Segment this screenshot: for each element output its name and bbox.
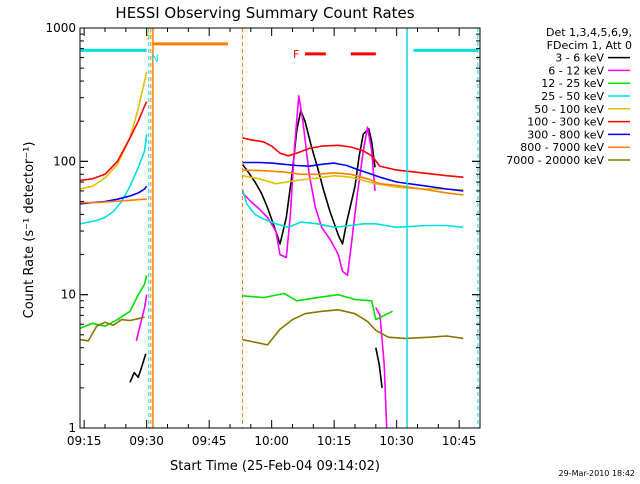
x-tick-label-0: 09:15	[67, 434, 102, 448]
series-line-2-0	[80, 275, 148, 329]
x-tick-label-6: 10:45	[442, 434, 477, 448]
x-tick-label-1: 09:30	[129, 434, 164, 448]
series-line-8-1	[242, 308, 464, 346]
annotation-1: N	[151, 54, 158, 65]
legend-label-2: 12 - 25 keV	[541, 77, 604, 90]
data-layer: F S N	[80, 28, 479, 428]
series-line-1-2	[375, 307, 388, 428]
annotation-0: S	[146, 31, 152, 42]
y-axis-label: Count Rate (s⁻¹ detector⁻¹)	[22, 142, 37, 319]
series-line-8-0	[80, 316, 145, 342]
series-line-6-1	[242, 161, 464, 192]
legend: Det 1,3,4,5,6,9,FDecim 1, Att 03 - 6 keV…	[506, 26, 632, 167]
series-line-3-1	[241, 188, 464, 229]
series-line-7-0	[80, 198, 147, 204]
legend-header-1: FDecim 1, Att 0	[547, 39, 632, 52]
legend-label-5: 100 - 300 keV	[527, 116, 604, 129]
series-line-5-1	[242, 137, 464, 178]
series-line-7-1	[242, 169, 464, 196]
series-line-4-1	[242, 174, 464, 191]
series-line-0-0	[129, 353, 147, 383]
legend-label-7: 800 - 7000 keV	[520, 141, 604, 154]
x-tick-label-5: 10:30	[379, 434, 414, 448]
series-line-3-0	[80, 134, 148, 225]
series-line-5-0	[80, 101, 148, 182]
legend-label-6: 300 - 800 keV	[527, 128, 604, 141]
legend-label-1: 6 - 12 keV	[548, 64, 604, 77]
y-tick-label-3: 1000	[45, 21, 76, 35]
y-tick-label-1: 10	[61, 288, 76, 302]
x-tick-label-2: 09:45	[192, 434, 227, 448]
series-line-0-1	[241, 109, 376, 245]
y-tick-label-0: 1	[68, 421, 76, 435]
x-axis-label: Start Time (25-Feb-04 09:14:02)	[170, 459, 380, 474]
x-tick-label-4: 10:15	[317, 434, 352, 448]
footer-timestamp: 29-Mar-2010 18:42	[559, 469, 636, 478]
legend-label-3: 25 - 50 keV	[541, 90, 604, 103]
legend-label-0: 3 - 6 keV	[555, 52, 604, 65]
series-line-1-1	[241, 95, 376, 277]
legend-label-4: 50 - 100 keV	[534, 103, 604, 116]
plot-area: F S N 1 10 100 1000 09:15 09:30 09:45 10:00 10:15 10…	[45, 21, 481, 448]
y-tick-label-2: 100	[53, 154, 76, 168]
chart-title: HESSI Observing Summary Count Rates	[115, 4, 414, 22]
plot-frame	[79, 27, 481, 429]
series-line-0-2	[375, 347, 383, 388]
legend-header-0: Det 1,3,4,5,6,9,	[546, 26, 632, 39]
flare-label: F	[293, 48, 299, 61]
series-line-1-0	[135, 294, 148, 342]
series-line-2-1	[242, 292, 393, 321]
legend-label-8: 7000 - 20000 keV	[506, 154, 604, 167]
x-tick-label-3: 10:00	[254, 434, 289, 448]
